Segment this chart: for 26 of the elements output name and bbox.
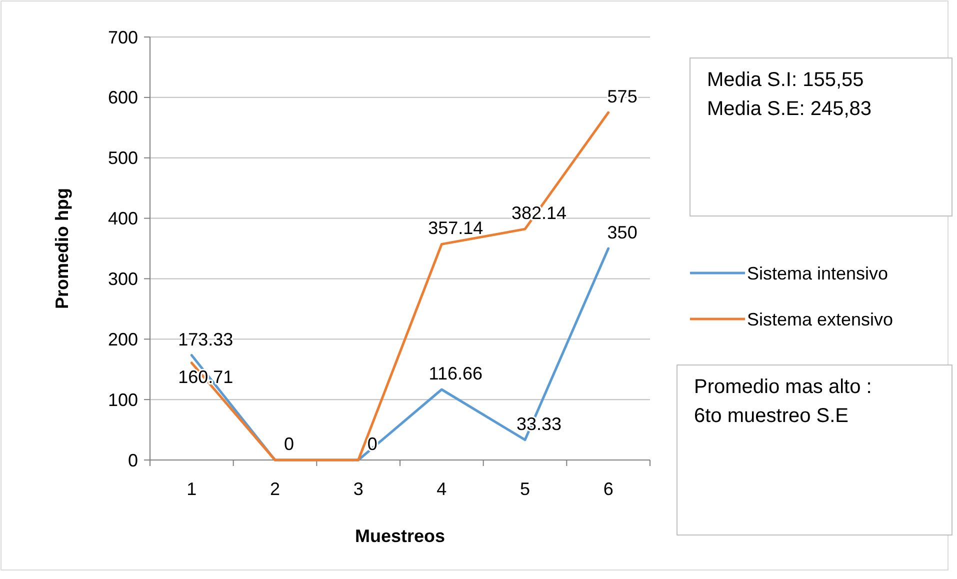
data-label: 173.33 — [178, 329, 234, 350]
legend-label: Sistema intensivo — [747, 263, 888, 284]
x-tick-label: 4 — [436, 479, 447, 499]
data-label: 350 — [607, 222, 638, 242]
y-tick-label: 600 — [108, 88, 138, 108]
data-label: 116.66 — [428, 364, 483, 384]
y-tick-label: 100 — [108, 390, 138, 410]
x-tick-label: 3 — [353, 479, 364, 499]
y-tick-label: 200 — [108, 329, 138, 350]
y-tick-label: 700 — [108, 27, 138, 48]
x-tick-label: 1 — [186, 479, 197, 499]
y-tick-label: 400 — [108, 208, 138, 229]
legend-label: Sistema extensivo — [747, 309, 894, 330]
data-label: 0 — [284, 434, 294, 454]
y-tick-label: 500 — [108, 148, 138, 168]
text: Media S.I: 155,55 Media S.E: 245,83 — [707, 69, 872, 120]
x-tick-label: 6 — [603, 479, 614, 499]
y-tick-label: 300 — [108, 269, 138, 290]
x-tick-label: 5 — [520, 479, 530, 499]
x-axis-title: Muestreos — [354, 526, 446, 546]
y-axis-title: Promedio hpg — [52, 188, 72, 309]
y-tick-label: 0 — [128, 450, 138, 470]
data-label: 575 — [607, 86, 638, 107]
data-label: 357.14 — [428, 218, 484, 238]
text: Promedio mas alto : 6to muestreo S.E — [694, 376, 872, 427]
x-tick-label: 2 — [270, 479, 280, 499]
